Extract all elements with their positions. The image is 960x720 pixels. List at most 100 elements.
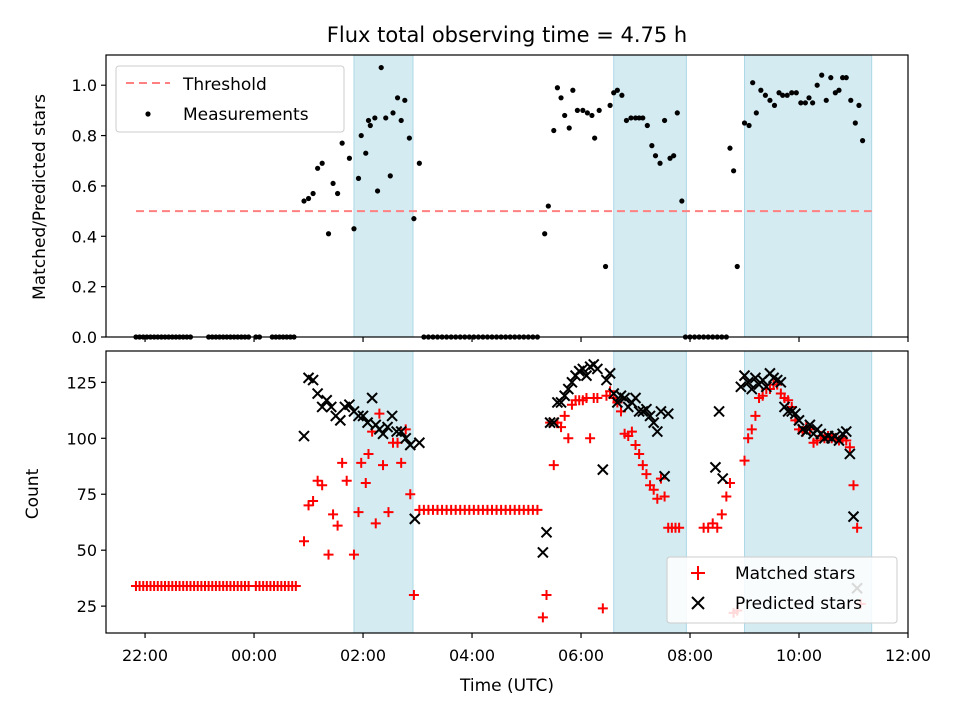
y-tick-label: 25 (77, 597, 97, 616)
matched-star-point (337, 457, 348, 468)
predicted-star-point (566, 376, 578, 389)
measurement-point (378, 64, 384, 71)
predicted-star-point (789, 407, 802, 420)
predicted-star-point (709, 461, 722, 474)
matched-star-point (317, 480, 328, 491)
predicted-star-point (409, 513, 421, 525)
measurement-point (734, 263, 740, 270)
measurement-point (856, 102, 862, 108)
matched-star-point (303, 500, 314, 511)
predicted-star-point (793, 414, 805, 427)
measurement-point (758, 87, 764, 93)
predicted-star-point (334, 414, 347, 427)
measurement-point (355, 175, 362, 181)
matched-star-point (353, 507, 364, 518)
matched-star-point (370, 518, 381, 529)
measurement-point (810, 100, 816, 106)
y-tick-label: 125 (66, 373, 97, 392)
measurement-point (814, 82, 820, 88)
y-tick-label: 0.4 (72, 227, 97, 246)
matched-star-point (716, 509, 727, 520)
predicted-star-point (775, 376, 787, 389)
matched-star-point (844, 442, 855, 453)
measurement-point (346, 155, 353, 161)
measurement-point (776, 90, 782, 96)
measurement-point (671, 153, 677, 159)
predicted-star-point (316, 401, 328, 413)
measurement-point (387, 173, 393, 179)
predicted-star-point (555, 396, 567, 409)
y-tick-label: 1.0 (72, 76, 97, 95)
measurement-point (411, 216, 417, 222)
y-tick-label: 100 (66, 429, 97, 448)
measurement-point (793, 90, 799, 96)
x-tick-label: 00:00 (231, 646, 277, 665)
predicted-star-point (782, 405, 794, 418)
predicted-star-point (746, 383, 758, 395)
measurement-point (325, 231, 332, 237)
x-tick-label: 04:00 (449, 646, 495, 665)
predicted-star-point (386, 410, 398, 422)
measurement-point (848, 97, 854, 103)
measurement-point (562, 112, 568, 119)
predicted-star-point (540, 526, 553, 538)
predicted-star-point (640, 403, 653, 415)
observing-window-band (353, 54, 414, 338)
predicted-star-point (608, 387, 620, 400)
measurement-point (674, 110, 680, 116)
legend-matched-label: Matched stars (735, 564, 855, 584)
predicted-star-point (577, 363, 589, 375)
predicted-star-point (325, 401, 337, 413)
predicted-star-point (548, 416, 560, 429)
matched-star-point (641, 469, 652, 480)
predicted-star-point (404, 439, 416, 451)
matched-star-point (592, 393, 603, 403)
matched-star-point (674, 522, 685, 533)
measurement-point (551, 127, 557, 134)
measurement-point (566, 125, 572, 131)
predicted-star-point (381, 421, 394, 433)
matched-star-point (659, 491, 670, 502)
measurement-point (614, 87, 620, 93)
measurement-point (667, 155, 673, 161)
measurement-point (819, 72, 825, 78)
measurement-point (406, 135, 412, 141)
legend-threshold-label: Threshold (182, 75, 267, 95)
measurement-point (319, 160, 325, 166)
matched-star-point (363, 448, 374, 459)
matched-star-point (652, 493, 663, 504)
series-measurements (133, 64, 866, 340)
measurement-point (798, 100, 804, 106)
matched-star-point (852, 522, 863, 533)
plot-frame (105, 350, 909, 634)
matched-star-point (537, 612, 548, 623)
measurement-point (767, 97, 773, 103)
predicted-star-point (847, 510, 860, 523)
predicted-star-point (413, 437, 426, 449)
predicted-star-point (735, 381, 747, 393)
measurement-point (679, 198, 685, 204)
predicted-star-point (597, 463, 609, 476)
matched-star-point (405, 489, 416, 500)
matched-star-point (356, 457, 367, 468)
measurement-point (843, 75, 849, 81)
measurement-point (335, 190, 341, 197)
matched-star-point (378, 460, 389, 471)
measurement-point (315, 165, 321, 171)
predicted-star-point (662, 407, 674, 420)
predicted-star-point (800, 425, 812, 438)
y-tick-label: 0.6 (72, 177, 97, 196)
y-tick-label: 75 (77, 485, 97, 504)
predicted-star-point (537, 546, 549, 559)
measurement-point (632, 115, 639, 121)
matched-star-point (648, 484, 659, 495)
predicted-star-point (558, 390, 571, 402)
predicted-star-point (844, 448, 856, 460)
predicted-star-point (738, 369, 751, 382)
predicted-star-point (629, 392, 642, 404)
matched-star-point (559, 410, 570, 421)
observing-window-band (353, 350, 414, 634)
predicted-star-point (618, 392, 631, 404)
predicted-star-point (366, 392, 378, 404)
